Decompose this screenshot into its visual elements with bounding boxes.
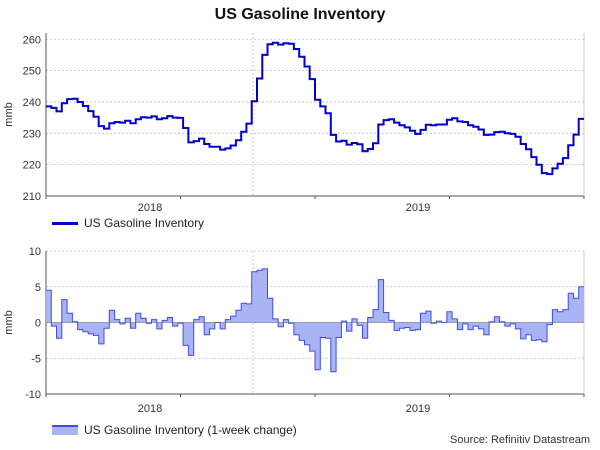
- legend-bottom: US Gasoline Inventory (1-week change): [52, 423, 297, 437]
- x-tick-label: 2019: [406, 403, 430, 415]
- x-tick-label: 2018: [138, 403, 162, 415]
- change-series-line: [46, 268, 584, 373]
- panel-1: 210 220 230 240 250 260 2018 2019 mmb: [3, 33, 585, 214]
- y-tick-label: -5: [31, 353, 41, 365]
- chart-title: US Gasoline Inventory: [214, 6, 386, 23]
- legend-area-swatch: [52, 425, 78, 435]
- y-tick-label: 220: [23, 160, 41, 172]
- legend-bottom-label: US Gasoline Inventory (1-week change): [84, 423, 297, 437]
- legend-line-swatch: [52, 221, 78, 225]
- inventory-series-line: [46, 41, 584, 176]
- legend-top-label: US Gasoline Inventory: [84, 216, 205, 230]
- y-axis-label: mmb: [3, 310, 15, 334]
- y-tick-label: 240: [23, 97, 41, 109]
- x-tick-label: 2018: [138, 202, 162, 214]
- y-tick-label: 250: [23, 66, 41, 78]
- y-tick-label: 230: [23, 128, 41, 140]
- y-tick-label: 210: [23, 191, 41, 203]
- legend-top: US Gasoline Inventory: [52, 216, 204, 230]
- y-tick-label: 0: [35, 318, 41, 330]
- y-axis-label: mmb: [3, 102, 15, 126]
- source-note: Source: Refinitiv Datastream: [450, 434, 590, 446]
- y-tick-label: 260: [23, 34, 41, 46]
- y-tick-label: 5: [35, 282, 41, 294]
- y-tick-label: -10: [25, 389, 41, 401]
- panel-2: -10 -5 0 5 10 2018 2019 mmb: [3, 246, 585, 415]
- y-tick-label: 10: [29, 246, 41, 258]
- x-tick-label: 2019: [406, 202, 430, 214]
